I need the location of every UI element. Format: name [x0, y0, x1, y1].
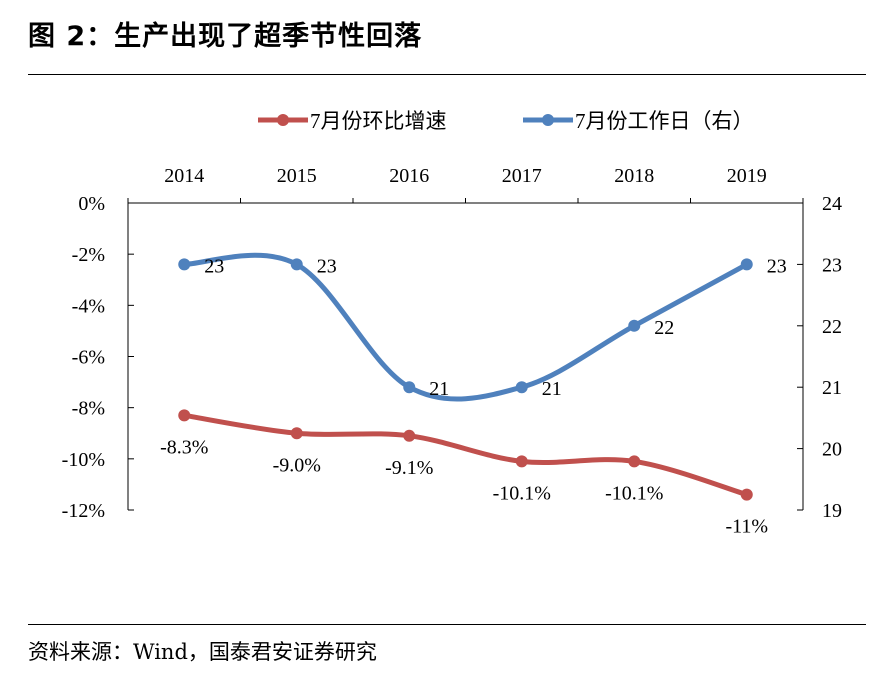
series-line-2: [181, 252, 750, 402]
right-axis-tick-label: 20: [822, 439, 842, 461]
data-label: 23: [767, 255, 787, 277]
data-label: 23: [317, 255, 337, 277]
data-label: 21: [429, 378, 449, 400]
legend-swatch-marker: [542, 114, 554, 126]
legend-swatch-marker: [277, 114, 289, 126]
legend-entry-label: 7月份环比增速: [310, 109, 447, 133]
category-label: 2019: [727, 165, 767, 187]
series-line-1: [181, 412, 750, 498]
data-point: [740, 258, 753, 271]
data-label: -10.1%: [605, 482, 663, 504]
data-point: [403, 381, 416, 394]
right-axis-tick-label: 22: [822, 316, 842, 338]
legend: 7月份环比增速 7月份工作日（右）: [258, 109, 754, 133]
right-axis-tick-label: 23: [822, 254, 842, 276]
data-point: [178, 409, 191, 422]
left-axis-tick-label: -8%: [72, 398, 105, 420]
data-point: [178, 258, 191, 271]
legend-entry-label: 7月份工作日（右）: [575, 109, 754, 133]
source-note: 资料来源：Wind，国泰君安证券研究: [28, 640, 377, 664]
data-point: [628, 455, 641, 468]
data-point: [515, 455, 528, 468]
data-label: -10.1%: [493, 482, 551, 504]
left-axis-tick-label: -10%: [62, 449, 105, 471]
left-axis-tick-label: -2%: [72, 244, 105, 266]
left-axis-tick-label: -4%: [72, 295, 105, 317]
data-point: [290, 258, 303, 271]
left-axis-tick-label: 0%: [78, 193, 105, 215]
data-labels: -8.3% -9.0% -9.1% -10.1% -10.1% -11% 23 23 21 21 2…: [160, 255, 787, 537]
right-axis-tick-label: 19: [822, 500, 842, 522]
data-point: [290, 427, 303, 440]
chart-title: 图 2：生产出现了超季节性回落: [28, 21, 423, 52]
right-axis-tick-label: 21: [822, 377, 842, 399]
series-lines: [178, 252, 753, 501]
category-label: 2015: [277, 165, 317, 187]
data-label: 21: [542, 378, 562, 400]
data-label: 23: [204, 255, 224, 277]
left-axis-tick-label: -6%: [72, 347, 105, 369]
category-label: 2018: [614, 165, 654, 187]
data-point: [403, 429, 416, 442]
category-label: 2017: [502, 165, 542, 187]
data-point: [740, 488, 753, 501]
right-axis-tick-label: 24: [822, 193, 842, 215]
data-label: -9.1%: [385, 457, 433, 479]
category-label: 2016: [389, 165, 429, 187]
data-point: [515, 381, 528, 394]
source-divider: [28, 624, 866, 625]
data-label: -11%: [725, 516, 768, 538]
data-label: -9.0%: [273, 454, 321, 476]
data-label: 22: [654, 317, 674, 339]
data-label: -8.3%: [160, 436, 208, 458]
data-point: [628, 319, 641, 332]
left-axis-tick-label: -12%: [62, 500, 105, 522]
title-divider: [28, 74, 866, 75]
category-label: 2014: [164, 165, 204, 187]
